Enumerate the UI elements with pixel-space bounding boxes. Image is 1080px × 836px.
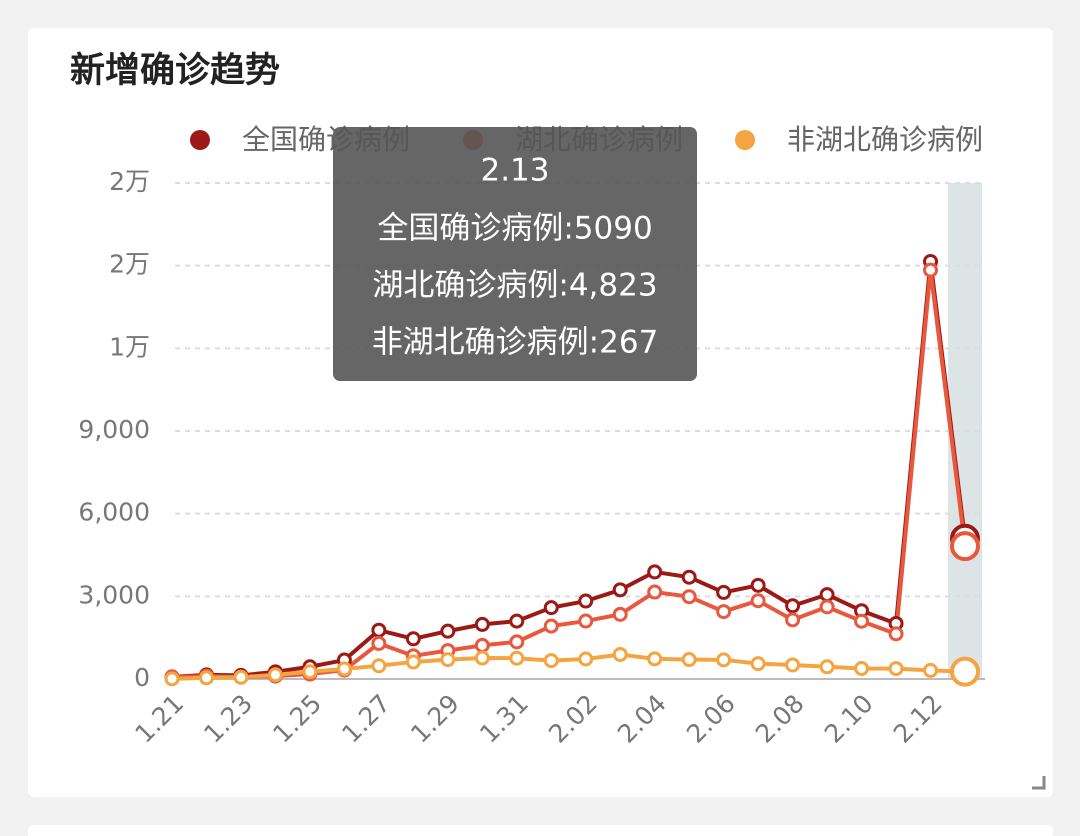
data-point — [164, 671, 180, 687]
data-point — [578, 651, 594, 667]
data-point — [716, 604, 732, 620]
tooltip-title: 2.13 — [480, 153, 549, 189]
data-point — [543, 600, 559, 616]
data-point — [302, 664, 318, 680]
y-tick-label: 2万 — [109, 167, 150, 196]
legend-label: 非湖北确诊病例 — [787, 123, 983, 156]
data-point — [923, 662, 939, 678]
data-point — [612, 582, 628, 598]
data-point — [819, 659, 835, 675]
tooltip-line: 湖北确诊病例:4,823 — [372, 268, 657, 304]
data-point — [854, 661, 870, 677]
data-point — [750, 593, 766, 609]
data-point — [578, 613, 594, 629]
data-point — [819, 599, 835, 615]
data-point — [474, 650, 490, 666]
data-point — [647, 651, 663, 667]
data-point — [198, 670, 214, 686]
data-point — [716, 584, 732, 600]
data-point — [888, 661, 904, 677]
data-point — [543, 618, 559, 634]
data-point — [405, 631, 421, 647]
data-point — [750, 656, 766, 672]
data-point — [509, 613, 525, 629]
y-tick-label: 0 — [134, 663, 150, 692]
data-point — [785, 612, 801, 628]
data-point — [405, 654, 421, 670]
data-point — [785, 657, 801, 673]
data-point — [681, 652, 697, 668]
data-point — [474, 616, 490, 632]
y-tick-label: 1万 — [109, 332, 150, 361]
data-point — [647, 564, 663, 580]
data-point — [440, 623, 456, 639]
data-point — [440, 652, 456, 668]
data-point — [509, 634, 525, 650]
data-point — [950, 531, 980, 562]
data-point — [233, 669, 249, 685]
legend-marker — [190, 130, 210, 150]
data-point — [923, 262, 939, 278]
data-point — [509, 650, 525, 666]
chart-title: 新增确诊趋势 — [70, 51, 280, 91]
data-point — [612, 646, 628, 662]
data-point — [336, 661, 352, 677]
y-tick-label: 3,000 — [78, 580, 150, 609]
data-point — [371, 635, 387, 651]
y-tick-label: 2万 — [109, 250, 150, 279]
data-point — [681, 589, 697, 605]
resize-corner — [1032, 776, 1046, 790]
data-point — [716, 652, 732, 668]
next-card — [28, 825, 1053, 836]
y-tick-label: 9,000 — [78, 415, 150, 444]
data-point — [612, 606, 628, 622]
data-point — [578, 593, 594, 609]
data-point — [647, 584, 663, 600]
data-point — [785, 598, 801, 614]
data-point — [950, 656, 980, 687]
data-point — [371, 622, 387, 638]
tooltip — [333, 127, 697, 381]
data-point — [371, 658, 387, 674]
y-tick-label: 6,000 — [78, 498, 150, 527]
data-point — [750, 577, 766, 593]
data-point — [819, 587, 835, 603]
tooltip-line: 非湖北确诊病例:267 — [372, 325, 659, 361]
data-point — [474, 637, 490, 653]
tooltip-line: 全国确诊病例:5090 — [377, 211, 652, 247]
data-point — [543, 653, 559, 669]
data-point — [854, 613, 870, 629]
data-point — [267, 667, 283, 683]
data-point — [681, 569, 697, 585]
legend-marker — [735, 130, 755, 150]
data-point — [888, 626, 904, 642]
